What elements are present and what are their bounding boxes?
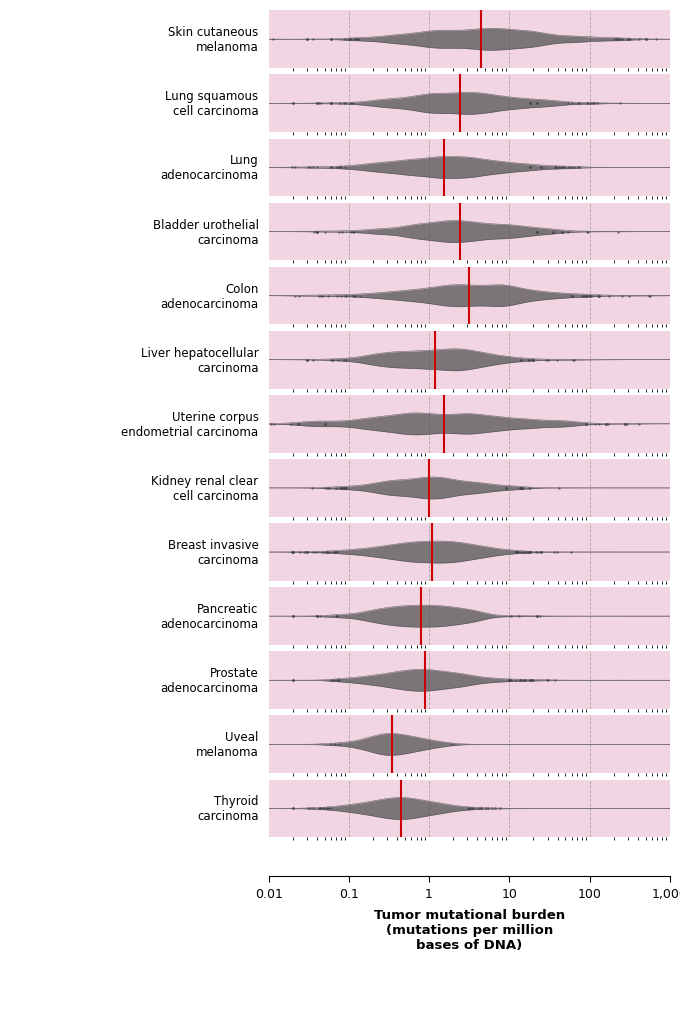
Text: Kidney renal clear
cell carcinoma: Kidney renal clear cell carcinoma <box>152 475 258 502</box>
Text: Liver hepatocellular
carcinoma: Liver hepatocellular carcinoma <box>141 346 258 374</box>
Text: Uveal
melanoma: Uveal melanoma <box>196 731 258 758</box>
Text: Colon
adenocarcinoma: Colon adenocarcinoma <box>160 282 258 311</box>
Text: Pancreatic
adenocarcinoma: Pancreatic adenocarcinoma <box>160 602 258 631</box>
Text: Lung squamous
cell carcinoma: Lung squamous cell carcinoma <box>165 91 258 118</box>
Text: Skin cutaneous
melanoma: Skin cutaneous melanoma <box>169 26 258 54</box>
Text: Thyroid
carcinoma: Thyroid carcinoma <box>197 795 258 822</box>
Text: Prostate
adenocarcinoma: Prostate adenocarcinoma <box>160 666 258 695</box>
Text: Uterine corpus
endometrial carcinoma: Uterine corpus endometrial carcinoma <box>122 411 258 438</box>
Text: Lung
adenocarcinoma: Lung adenocarcinoma <box>160 154 258 182</box>
X-axis label: Tumor mutational burden
(mutations per million
bases of DNA): Tumor mutational burden (mutations per m… <box>373 908 565 951</box>
Text: Breast invasive
carcinoma: Breast invasive carcinoma <box>168 538 258 567</box>
Text: Bladder urothelial
carcinoma: Bladder urothelial carcinoma <box>152 218 258 247</box>
